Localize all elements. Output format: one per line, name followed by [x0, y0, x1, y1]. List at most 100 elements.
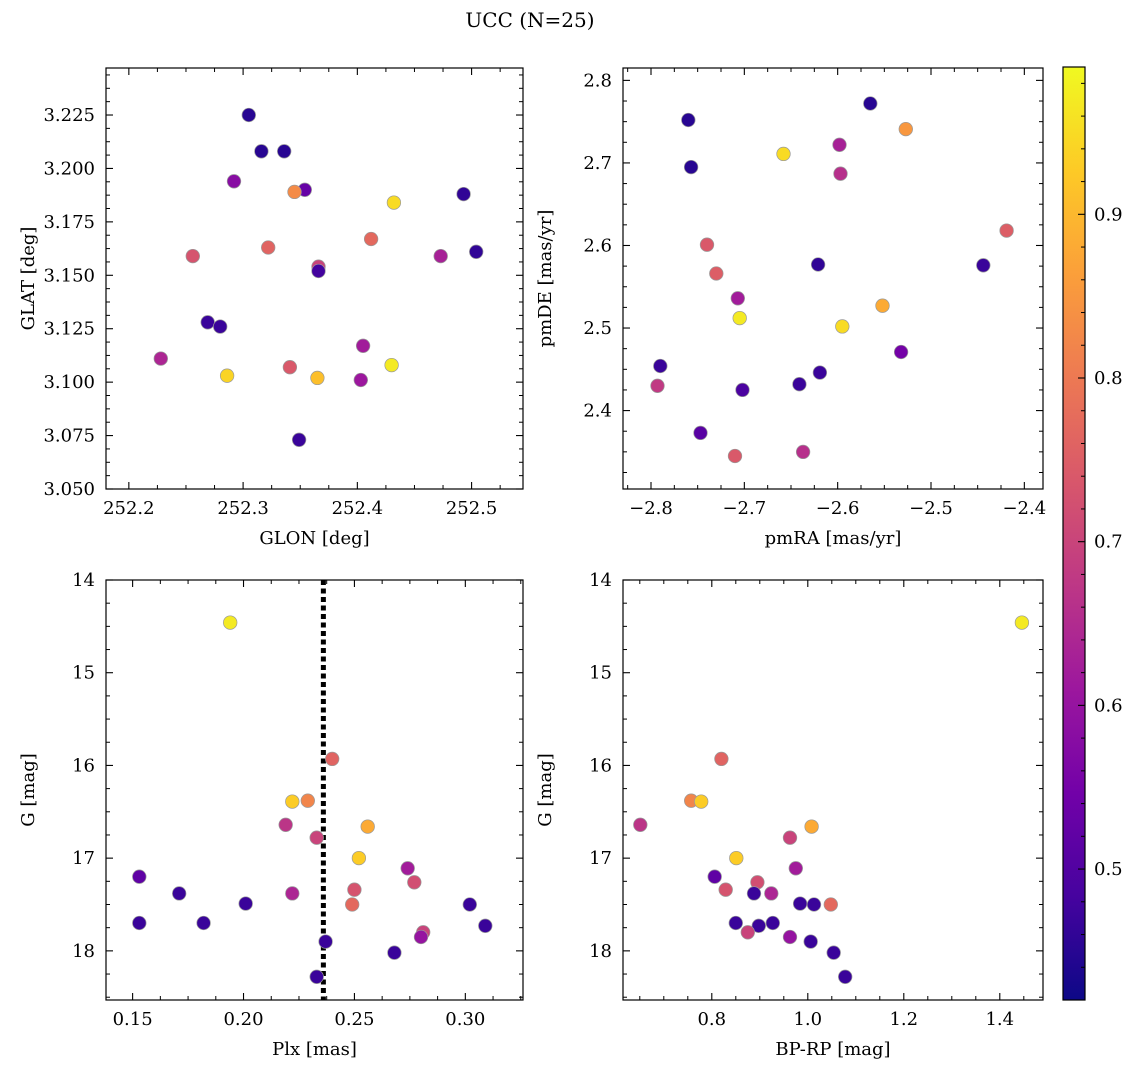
scatter-point: [282, 360, 298, 375]
scatter-point: [219, 368, 235, 383]
y-tick-label: 17: [589, 848, 612, 869]
scatter-point: [788, 861, 803, 876]
scatter-point: [132, 915, 147, 931]
scatter-point: [213, 319, 228, 334]
scatter-point: [835, 319, 850, 334]
scatter-point: [633, 817, 648, 832]
scatter-point: [823, 897, 838, 912]
y-tick-label: 14: [589, 570, 612, 591]
scatter-point: [764, 886, 779, 901]
y-tick-label: 3.100: [43, 372, 95, 393]
scatter-point: [351, 850, 367, 866]
colorbar-tick-label: 0.8: [1094, 368, 1123, 389]
y-tick-label: 18: [72, 941, 95, 962]
scatter-point: [863, 96, 878, 111]
x-axis-label: BP-RP [mag]: [775, 1039, 890, 1060]
x-tick-label: −2.6: [816, 498, 860, 519]
y-tick-label: 3.075: [43, 426, 95, 447]
scatter-point: [714, 751, 729, 767]
scatter-point: [185, 248, 200, 264]
axes-frame: [105, 579, 524, 1001]
scatter-point: [311, 263, 326, 279]
scatter-point: [261, 240, 276, 255]
ticks: [623, 579, 1043, 1000]
x-axis-label: GLON [deg]: [259, 528, 369, 549]
scatter-point: [699, 237, 715, 252]
x-tick-label: −2.5: [909, 498, 953, 519]
scatter-point: [200, 315, 215, 330]
scatter-point: [792, 896, 808, 911]
colorbar-frame: [1062, 66, 1086, 1001]
scatter-point: [278, 817, 293, 832]
panel-3: 0.15 0.20 0.25 0.30 14 15 16 17 18 Plx [mas] G [ma…: [18, 570, 524, 1060]
scatter-point: [285, 886, 300, 901]
scatter-point: [196, 915, 211, 931]
scatter-point: [241, 107, 256, 123]
y-tick-label: 3.225: [43, 105, 95, 126]
x-tick-label: −2.7: [722, 498, 766, 519]
scatter-point: [254, 144, 269, 159]
scatter-point: [694, 794, 709, 809]
scatter-point: [347, 882, 362, 897]
axes-frame: [622, 579, 1044, 1001]
scatter-point: [792, 377, 807, 392]
scatter-point: [363, 231, 379, 247]
scatter-point: [776, 146, 791, 162]
x-tick-label: 1.4: [985, 1009, 1014, 1030]
colorbar-tick-label: 0.7: [1094, 532, 1123, 553]
x-tick-label: −2.4: [1002, 498, 1046, 519]
scatter-point: [387, 945, 402, 960]
x-axis-label: Plx [mas]: [272, 1039, 357, 1060]
scatter-point: [360, 819, 375, 834]
y-tick-label: 15: [589, 663, 612, 684]
x-tick-label: 1.0: [793, 1009, 822, 1030]
y-tick-label: 3.150: [43, 265, 95, 286]
scatter-point: [898, 121, 913, 137]
scatter-point: [153, 351, 168, 366]
scatter-point: [735, 382, 750, 398]
axes-frame: [622, 67, 1044, 490]
scatter-points: [633, 615, 1030, 984]
scatter-point: [718, 882, 733, 897]
scatter-point: [300, 793, 315, 808]
y-axis-label: GLAT [deg]: [18, 227, 39, 331]
scatter-point: [746, 886, 762, 901]
y-tick-label: 2.7: [583, 153, 612, 174]
scatter-point: [693, 425, 708, 441]
scatter-point: [478, 918, 493, 933]
x-tick-label: 252.2: [103, 498, 155, 519]
y-axis-label: pmDE [mas/yr]: [535, 210, 556, 348]
scatter-point: [325, 751, 340, 767]
scatter-point: [810, 257, 826, 272]
scatter-points: [650, 96, 1014, 464]
scatter-point: [456, 186, 471, 202]
scatter-point: [803, 934, 818, 949]
panels: 252.2 252.3 252.4 252.5 3.050 3.075 3.100 3.125…: [18, 67, 1046, 1060]
scatter-point: [226, 174, 242, 189]
x-tick-label: 0.30: [445, 1009, 485, 1030]
y-tick-label: 2.5: [583, 318, 612, 339]
scatter-point: [893, 344, 909, 360]
scatter-point: [309, 830, 324, 845]
y-tick-label: 18: [589, 941, 612, 962]
figure-title: UCC (N=25): [465, 8, 594, 32]
scatter-point: [740, 925, 755, 940]
scatter-point: [782, 929, 798, 945]
ticks: [623, 68, 1043, 489]
y-tick-label: 16: [72, 755, 95, 776]
scatter-point: [832, 137, 847, 152]
scatter-point: [650, 378, 665, 393]
scatter-points: [153, 107, 484, 447]
scatter-point: [285, 794, 300, 809]
scatter-point: [732, 310, 747, 326]
scatter-point: [826, 945, 841, 960]
colorbar-tick-label: 0.5: [1094, 859, 1123, 880]
scatter-point: [413, 929, 429, 945]
ticks: [106, 68, 523, 490]
y-tick-label: 2.6: [583, 235, 612, 256]
scatter-point: [318, 934, 333, 949]
x-tick-label: −2.8: [629, 498, 673, 519]
x-axis-label: pmRA [mas/yr]: [765, 528, 902, 549]
x-tick-label: 0.15: [113, 1009, 153, 1030]
scatter-point: [727, 448, 743, 464]
